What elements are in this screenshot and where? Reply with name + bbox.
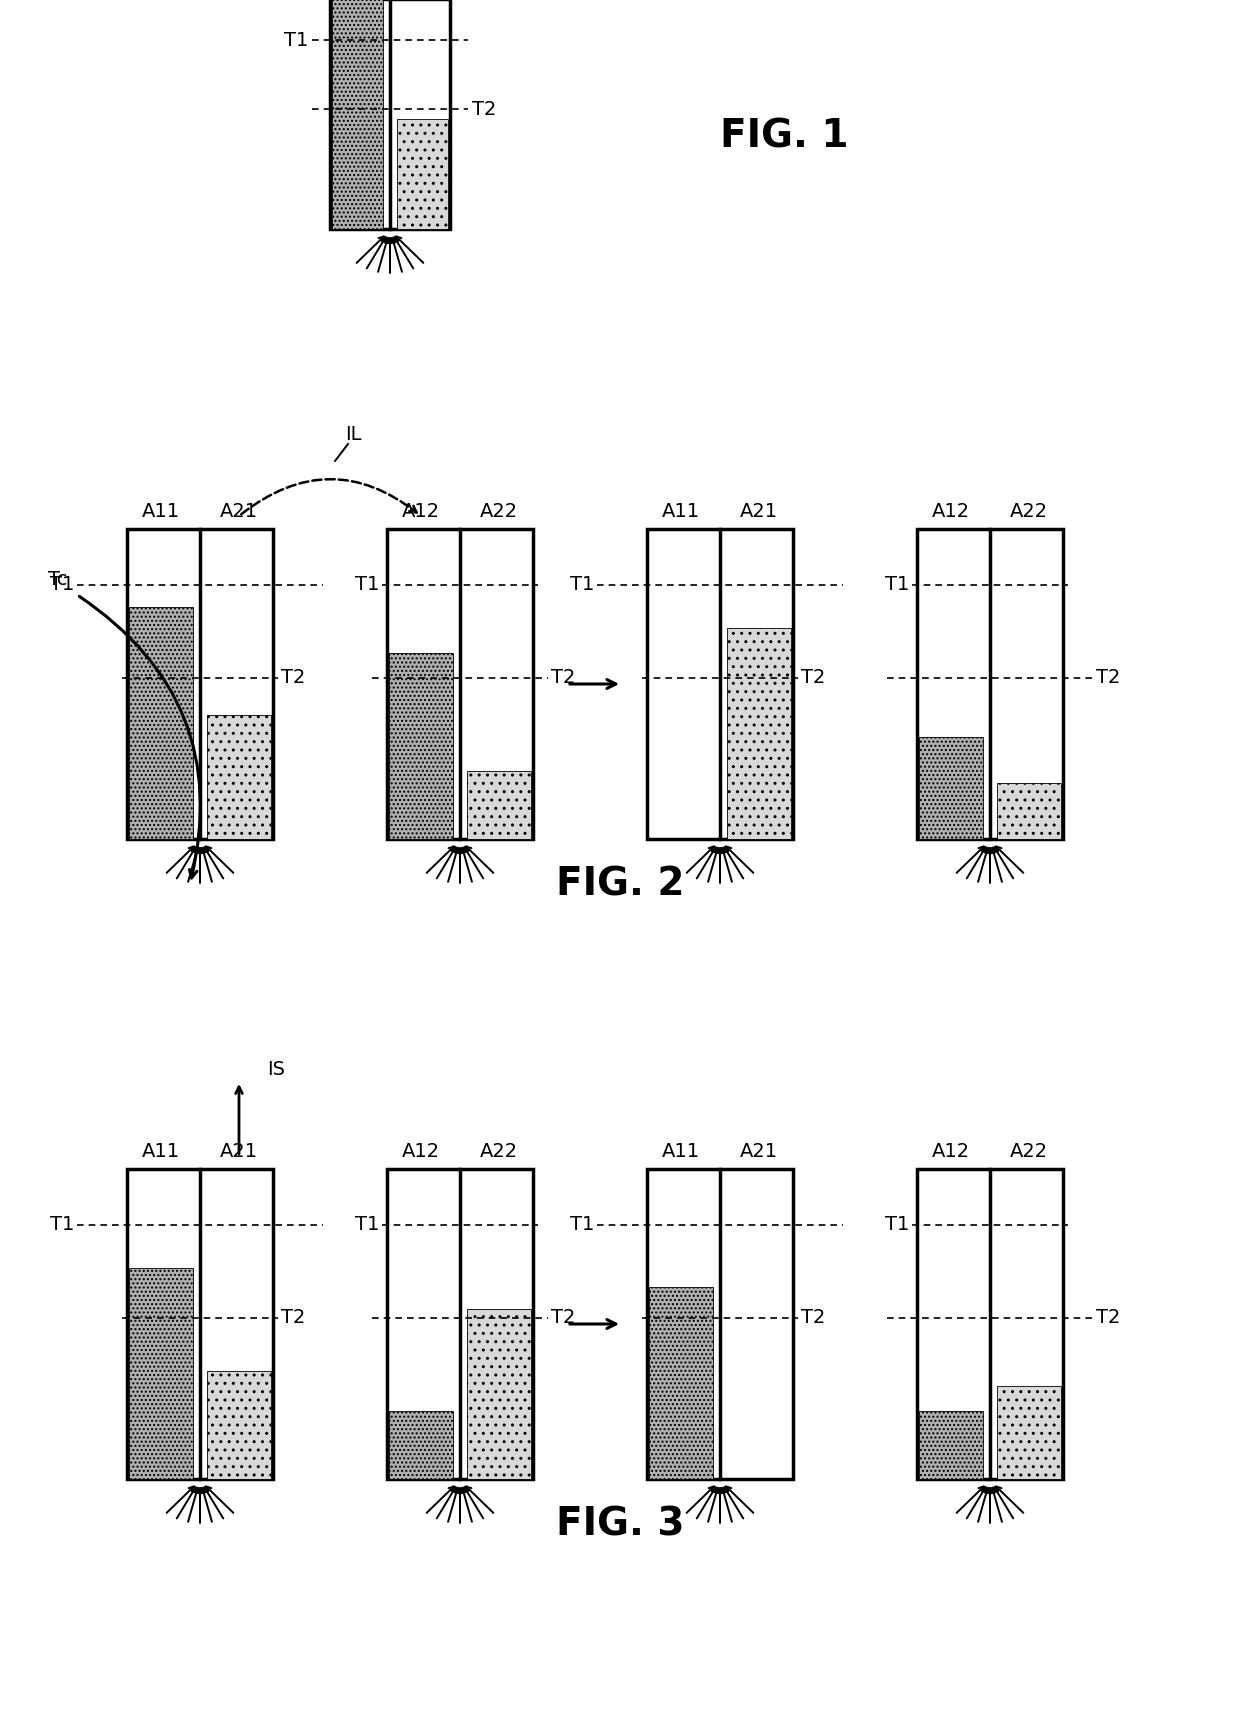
Text: T2: T2 — [801, 1309, 826, 1328]
Bar — [387, 530, 533, 839]
Text: A21: A21 — [740, 502, 777, 521]
Bar — [919, 1412, 983, 1478]
Text: T1: T1 — [569, 1215, 594, 1234]
Text: T1: T1 — [284, 31, 308, 50]
Text: T1: T1 — [884, 1215, 909, 1234]
Bar — [919, 737, 983, 839]
Bar — [647, 530, 794, 839]
Bar — [467, 771, 531, 839]
Bar — [918, 1169, 1063, 1478]
Text: T1: T1 — [355, 576, 379, 595]
Bar — [397, 118, 448, 229]
Text: T2: T2 — [281, 668, 305, 687]
Bar — [997, 1386, 1061, 1478]
Text: A12: A12 — [402, 502, 440, 521]
Text: T2: T2 — [281, 1309, 305, 1328]
Text: A11: A11 — [141, 502, 180, 521]
Text: A21: A21 — [740, 1142, 777, 1160]
Text: T2: T2 — [551, 1309, 575, 1328]
Bar — [997, 783, 1061, 839]
Text: IS: IS — [267, 1060, 285, 1078]
Bar — [207, 714, 272, 839]
Text: T1: T1 — [569, 576, 594, 595]
Bar — [918, 530, 1063, 839]
Text: A12: A12 — [932, 502, 970, 521]
Text: T2: T2 — [472, 99, 496, 120]
Text: IL: IL — [345, 426, 362, 444]
Bar — [129, 607, 193, 839]
Text: T1: T1 — [50, 1215, 74, 1234]
Bar — [387, 1169, 533, 1478]
Text: T2: T2 — [801, 668, 826, 687]
Text: A12: A12 — [402, 1142, 440, 1160]
Text: A12: A12 — [932, 1142, 970, 1160]
Bar — [467, 1309, 531, 1478]
Bar — [330, 0, 450, 229]
Text: T2: T2 — [1096, 1309, 1121, 1328]
Text: A11: A11 — [662, 1142, 701, 1160]
Text: A11: A11 — [141, 1142, 180, 1160]
Bar — [126, 530, 273, 839]
Bar — [647, 1169, 794, 1478]
Text: FIG. 3: FIG. 3 — [556, 1506, 684, 1543]
Text: A22: A22 — [1009, 502, 1048, 521]
Text: T2: T2 — [1096, 668, 1121, 687]
Text: A22: A22 — [480, 502, 518, 521]
Bar — [126, 1169, 273, 1478]
Text: T1: T1 — [50, 576, 74, 595]
Text: T2: T2 — [551, 668, 575, 687]
Bar — [649, 1287, 713, 1478]
Bar — [129, 1268, 193, 1478]
Text: A11: A11 — [662, 502, 701, 521]
Text: T1: T1 — [884, 576, 909, 595]
Text: T1: T1 — [355, 1215, 379, 1234]
Bar — [727, 629, 791, 839]
Text: A22: A22 — [480, 1142, 518, 1160]
Text: Tc: Tc — [47, 571, 67, 590]
Text: A21: A21 — [219, 1142, 258, 1160]
Text: A21: A21 — [219, 502, 258, 521]
Text: FIG. 1: FIG. 1 — [720, 118, 848, 156]
Bar — [332, 0, 383, 229]
Bar — [207, 1371, 272, 1478]
Text: A22: A22 — [1009, 1142, 1048, 1160]
Bar — [389, 1412, 453, 1478]
Bar — [389, 653, 453, 839]
Text: FIG. 2: FIG. 2 — [556, 866, 684, 904]
